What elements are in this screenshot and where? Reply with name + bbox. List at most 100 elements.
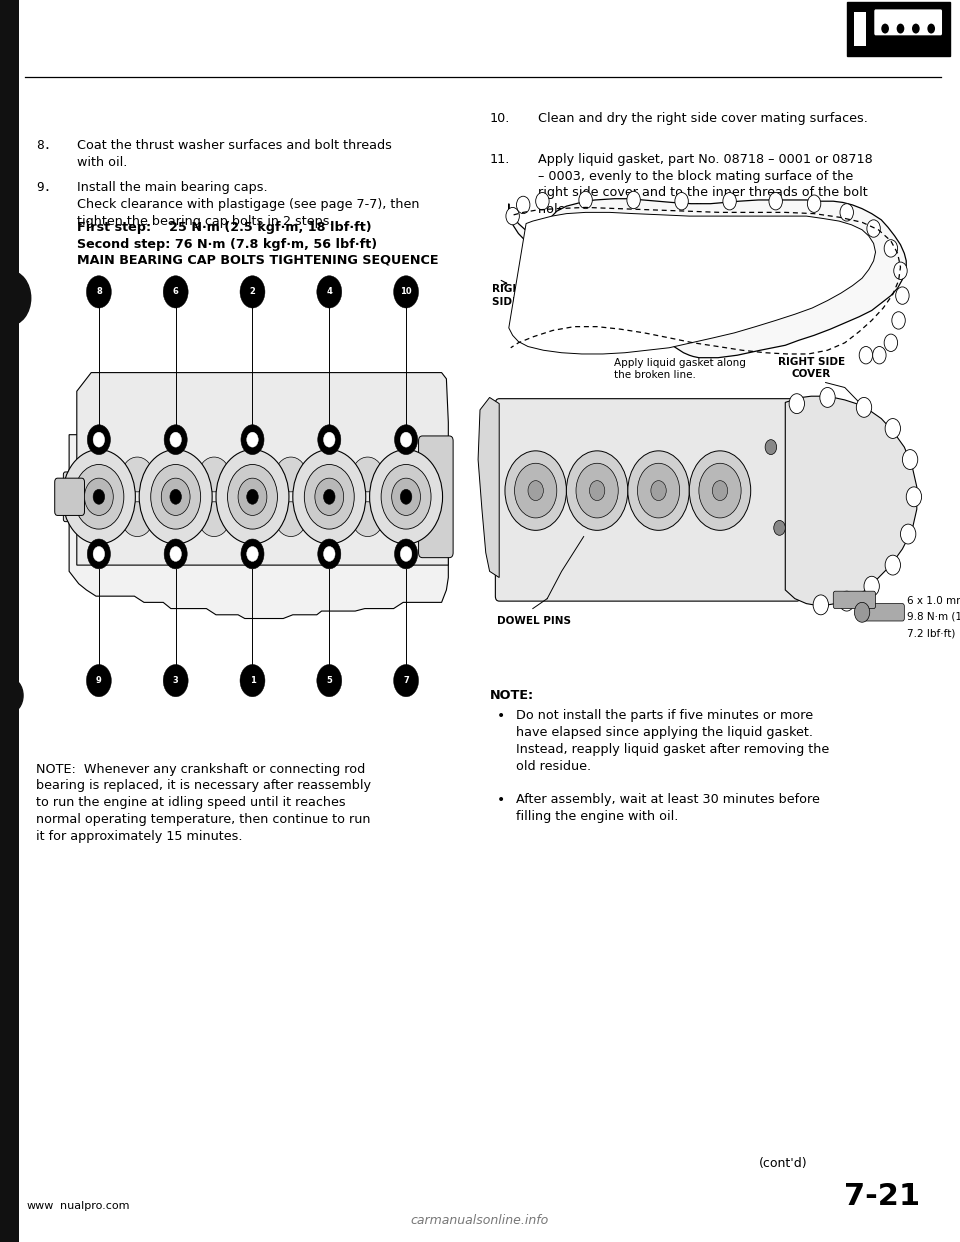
Circle shape (324, 489, 335, 504)
Text: have elapsed since applying the liquid gasket.: have elapsed since applying the liquid g… (516, 727, 813, 739)
Text: 9.: 9. (36, 181, 52, 194)
Circle shape (712, 481, 728, 501)
Bar (0, 0, 19, 1242)
Circle shape (400, 546, 412, 561)
Circle shape (769, 193, 782, 210)
Circle shape (813, 595, 828, 615)
Text: Clean and dry the right side cover mating surfaces.: Clean and dry the right side cover matin… (538, 112, 868, 124)
Circle shape (247, 489, 258, 504)
Circle shape (906, 487, 922, 507)
Polygon shape (69, 385, 448, 619)
Circle shape (892, 312, 905, 329)
Polygon shape (77, 373, 448, 565)
Text: 7: 7 (403, 676, 409, 686)
Circle shape (723, 193, 736, 210)
Ellipse shape (352, 457, 383, 492)
Polygon shape (509, 212, 876, 354)
Circle shape (820, 388, 835, 407)
Circle shape (241, 539, 264, 569)
Text: 7-21: 7-21 (844, 1182, 920, 1211)
Ellipse shape (122, 502, 153, 537)
Circle shape (0, 271, 31, 325)
Circle shape (839, 591, 854, 611)
Text: filling the engine with oil.: filling the engine with oil. (516, 810, 679, 823)
Text: 10.: 10. (490, 112, 510, 124)
Circle shape (161, 478, 190, 515)
Circle shape (637, 463, 680, 518)
Text: Coat the thrust washer surfaces and bolt threads: Coat the thrust washer surfaces and bolt… (77, 139, 392, 152)
Circle shape (854, 602, 870, 622)
Bar (854, 12, 866, 46)
Circle shape (87, 425, 110, 455)
Circle shape (627, 191, 640, 209)
Text: RIGHT
SIDE COVER: RIGHT SIDE COVER (492, 284, 562, 307)
Text: 7.2 lbf·ft): 7.2 lbf·ft) (907, 628, 955, 638)
Ellipse shape (199, 502, 229, 537)
Polygon shape (509, 199, 906, 358)
Text: right side cover and to the inner threads of the bolt: right side cover and to the inner thread… (538, 186, 867, 199)
Circle shape (317, 276, 342, 308)
FancyBboxPatch shape (862, 604, 904, 621)
Circle shape (324, 546, 335, 561)
Circle shape (318, 539, 341, 569)
Text: 9.8 N·m (1.0 kgf·m,: 9.8 N·m (1.0 kgf·m, (907, 612, 960, 622)
Circle shape (163, 276, 188, 308)
Circle shape (628, 451, 689, 530)
Circle shape (304, 465, 354, 529)
Text: 5: 5 (326, 676, 332, 686)
Circle shape (395, 425, 418, 455)
Circle shape (884, 334, 898, 351)
Circle shape (317, 664, 342, 697)
Text: •: • (497, 794, 506, 807)
Text: – 0003, evenly to the block mating surface of the: – 0003, evenly to the block mating surfa… (538, 169, 852, 183)
Circle shape (87, 539, 110, 569)
Circle shape (856, 397, 872, 417)
Circle shape (765, 440, 777, 455)
Circle shape (897, 24, 904, 34)
Ellipse shape (276, 457, 306, 492)
Text: Instead, reapply liquid gasket after removing the: Instead, reapply liquid gasket after rem… (516, 743, 829, 756)
FancyBboxPatch shape (833, 591, 876, 609)
Circle shape (163, 664, 188, 697)
Circle shape (394, 276, 419, 308)
Circle shape (651, 481, 666, 501)
Circle shape (93, 546, 105, 561)
Circle shape (840, 204, 853, 221)
Circle shape (859, 347, 873, 364)
Text: 4: 4 (326, 287, 332, 297)
Text: to run the engine at idling speed until it reaches: to run the engine at idling speed until … (36, 796, 347, 809)
Text: After assembly, wait at least 30 minutes before: After assembly, wait at least 30 minutes… (516, 794, 821, 806)
Circle shape (873, 347, 886, 364)
Text: RIGHT SIDE
COVER: RIGHT SIDE COVER (778, 358, 845, 379)
Circle shape (216, 450, 289, 544)
Bar (847, 2, 950, 56)
Text: with oil.: with oil. (77, 155, 127, 169)
Polygon shape (785, 396, 917, 606)
Ellipse shape (199, 457, 229, 492)
Circle shape (395, 539, 418, 569)
Circle shape (151, 465, 201, 529)
Circle shape (774, 520, 785, 535)
Circle shape (576, 463, 618, 518)
FancyBboxPatch shape (55, 478, 84, 515)
Ellipse shape (276, 502, 306, 537)
Text: NOTE:  Whenever any crankshaft or connecting rod: NOTE: Whenever any crankshaft or connect… (36, 763, 366, 775)
Circle shape (315, 478, 344, 515)
Circle shape (86, 276, 111, 308)
Text: old residue.: old residue. (516, 760, 591, 773)
Circle shape (392, 478, 420, 515)
Circle shape (884, 240, 898, 257)
Text: normal operating temperature, then continue to run: normal operating temperature, then conti… (36, 812, 371, 826)
Circle shape (566, 451, 628, 530)
Text: 3: 3 (173, 676, 179, 686)
Circle shape (589, 481, 605, 501)
Text: Check clearance with plastigage (see page 7-7), then: Check clearance with plastigage (see pag… (77, 197, 420, 211)
Text: 10: 10 (400, 287, 412, 297)
Circle shape (516, 196, 530, 214)
Circle shape (228, 465, 277, 529)
Circle shape (318, 425, 341, 455)
Text: 6 x 1.0 mm: 6 x 1.0 mm (907, 596, 960, 606)
Circle shape (896, 287, 909, 304)
Text: 2: 2 (250, 287, 255, 297)
Circle shape (864, 576, 879, 596)
